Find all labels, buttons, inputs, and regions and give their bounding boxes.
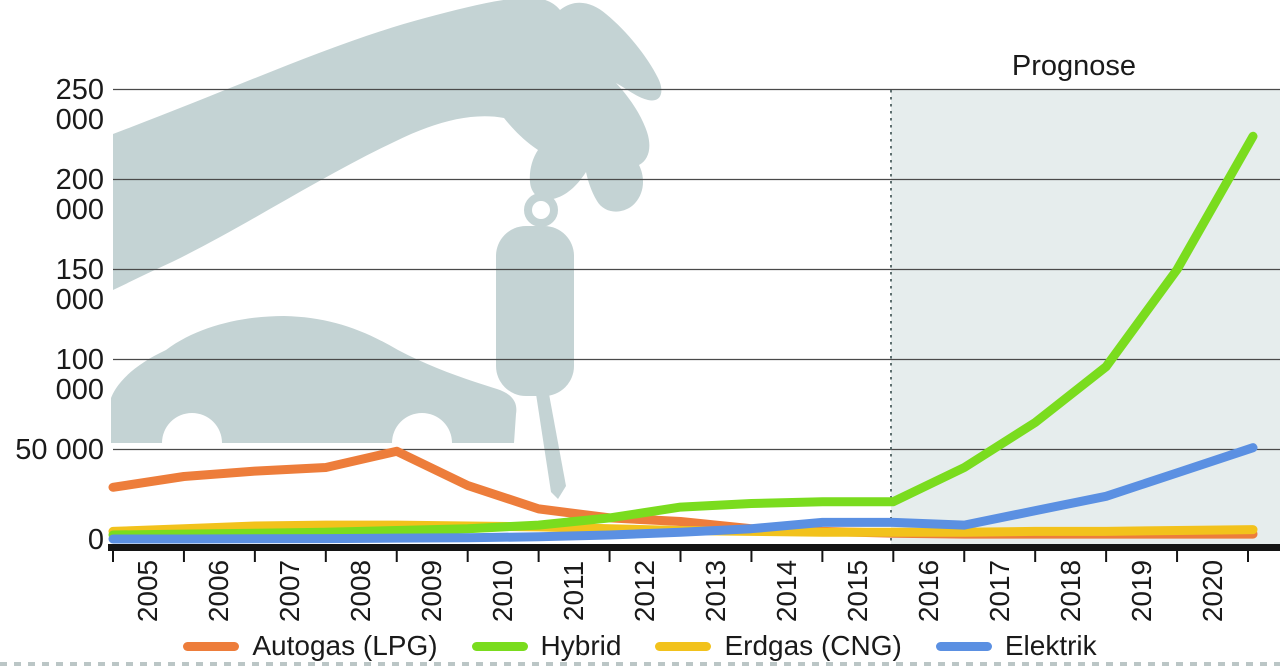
x-axis-tick-label: 2018 <box>1054 559 1086 623</box>
legend-label: Elektrik <box>1004 630 1097 661</box>
key-blade-silhouette <box>536 394 566 499</box>
legend-swatch <box>935 641 992 651</box>
line-hybrid <box>108 131 1258 540</box>
car-silhouette <box>111 316 517 443</box>
legend-label: Erdgas (CNG) <box>724 630 902 661</box>
y-axis-tick-label: 0 <box>87 523 104 556</box>
y-axis-tick-label: 150 000 <box>55 253 104 316</box>
chart-legend: Autogas (LPG) Hybrid Erdgas (CNG) Elektrik <box>0 629 1280 663</box>
x-axis-tick-label: 2013 <box>699 559 731 623</box>
x-axis-tick-label: 2007 <box>274 559 306 623</box>
key-fob-silhouette <box>496 226 574 396</box>
legend-item: Autogas (LPG) <box>183 630 438 661</box>
x-axis-tick-label: 2020 <box>1196 559 1228 623</box>
x-axis-tick-label: 2015 <box>841 559 873 623</box>
y-axis-tick-label: 200 000 <box>55 163 104 226</box>
silhouette-group <box>111 0 662 499</box>
legend-label: Hybrid <box>540 630 622 661</box>
x-axis-tick-label: 2016 <box>912 559 944 623</box>
forecast-annotation-label: Prognose <box>1011 50 1137 82</box>
legend-swatch <box>471 641 528 651</box>
x-axis-tick-label: 2010 <box>487 559 519 623</box>
x-axis-tick-label: 2012 <box>629 559 661 623</box>
line-elektrik <box>108 443 1258 544</box>
x-axis-tick-label: 2005 <box>132 559 164 623</box>
x-axis-tick-label: 2014 <box>770 559 802 623</box>
legend-item: Erdgas (CNG) <box>655 630 902 661</box>
series-lines <box>108 131 1258 544</box>
x-axis <box>108 544 1280 562</box>
legend-item: Hybrid <box>471 630 622 661</box>
x-axis-tick-label: 2011 <box>558 560 590 622</box>
legend-swatch <box>183 641 240 651</box>
key-ring-silhouette <box>524 193 558 227</box>
x-axis-tick-label: 2009 <box>416 559 448 623</box>
y-axis-tick-label: 50 000 <box>15 433 104 466</box>
x-axis-tick-label: 2019 <box>1125 559 1157 623</box>
y-axis-tick-label: 250 000 <box>55 73 104 136</box>
hand-with-key-silhouette <box>113 0 662 290</box>
x-axis-tick-label: 2008 <box>345 559 377 623</box>
legend-item: Elektrik <box>935 630 1097 661</box>
x-axis-tick-label: 2017 <box>983 559 1015 623</box>
gridlines <box>113 88 1280 451</box>
x-axis-tick-label: 2006 <box>203 559 235 623</box>
bottom-dotted-strip <box>0 662 1280 666</box>
legend-label: Autogas (LPG) <box>252 630 438 661</box>
legend-swatch <box>655 641 712 651</box>
y-axis-tick-label: 100 000 <box>55 343 104 406</box>
